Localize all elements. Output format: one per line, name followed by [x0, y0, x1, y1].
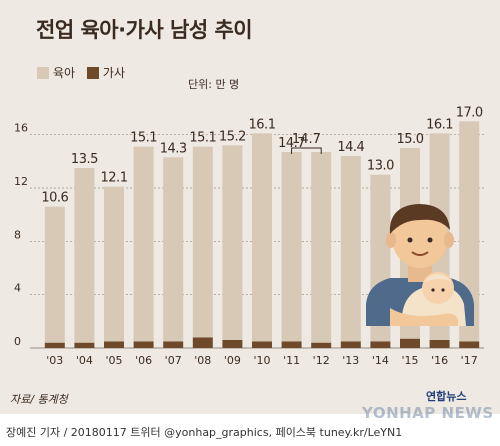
x-tick-label: '15	[401, 354, 418, 367]
bar-housework	[44, 342, 65, 348]
x-tick-label: '08	[194, 354, 211, 367]
x-tick-label: '14	[372, 354, 389, 367]
y-tick-label: 16	[14, 122, 28, 135]
y-tick-label: 4	[14, 282, 21, 295]
bar-total-label: 13.5	[71, 152, 98, 167]
x-tick-label: '09	[224, 354, 241, 367]
bar-childcare	[74, 168, 95, 343]
x-tick-label: '11	[283, 354, 300, 367]
bar-total-label: 12.1	[101, 171, 128, 186]
bar-childcare	[340, 156, 361, 342]
bar-childcare	[281, 152, 302, 342]
bar-total-label: 17.0	[456, 105, 483, 120]
bar-housework	[192, 337, 213, 348]
x-tick-label: '06	[135, 354, 152, 367]
bar-childcare	[192, 146, 213, 338]
bar-housework	[370, 341, 391, 348]
bar-housework	[311, 342, 332, 348]
bar-total-label: 16.1	[426, 117, 453, 132]
x-tick-label: '10	[253, 354, 270, 367]
bar-layer	[44, 121, 480, 348]
x-tick-label: '17	[461, 354, 478, 367]
x-tick-label: '07	[165, 354, 182, 367]
agency-logo: 연합뉴스	[426, 390, 467, 403]
bar-total-label: 14.4	[337, 140, 364, 155]
y-tick-label: 8	[14, 228, 21, 241]
bar-housework	[163, 341, 184, 348]
bar-housework	[340, 341, 361, 348]
y-tick-label: 12	[14, 175, 28, 188]
bar-housework	[133, 341, 154, 348]
bar-childcare	[104, 186, 124, 342]
bar-housework	[74, 342, 95, 348]
bar-childcare	[44, 206, 65, 343]
credit-line: 장예진 기자 / 20180117 트위터 @yonhap_graphics, …	[6, 426, 403, 439]
legend: 육아 가사	[37, 64, 133, 82]
bar-childcare	[222, 145, 243, 340]
label-layer: 10.6 '03 13.5 '04 12.1 '05 15.1 '06 14.3 '07 15.1 '…	[41, 105, 483, 367]
footer-bar	[0, 414, 500, 446]
legend-item-housework: 가사	[86, 64, 126, 81]
watermark: YONHAP NEWS	[362, 404, 494, 422]
bar-total-label: 10.6	[41, 191, 68, 206]
bar-housework	[222, 340, 243, 348]
bar-housework	[400, 338, 420, 348]
source-note: 자료/ 통계청	[10, 393, 68, 406]
father-holding-baby-illustration	[366, 204, 474, 326]
bracket-label: 14.7	[292, 132, 321, 147]
bar-housework	[281, 341, 302, 348]
x-tick-label: '05	[105, 354, 122, 367]
legend-swatch-housework	[86, 66, 99, 79]
bar-total-label: 13.0	[367, 159, 394, 174]
legend-item-childcare: 육아	[37, 64, 75, 81]
bar-housework	[104, 341, 124, 348]
x-tick-label: '04	[76, 354, 93, 367]
x-tick-label: '16	[431, 354, 448, 367]
bar-childcare	[133, 146, 154, 342]
bar-total-label: 15.1	[130, 131, 157, 146]
bar-childcare	[252, 133, 272, 342]
bar-total-label: 14.7	[278, 136, 305, 151]
bar-housework	[429, 340, 450, 348]
bar-childcare	[311, 152, 332, 343]
bar-total-label: 14.3	[160, 141, 187, 156]
bracket-line	[291, 147, 322, 154]
x-tick-label: '03	[46, 354, 63, 367]
bar-total-label: 15.1	[189, 131, 216, 146]
unit-label: 단위: 만 명	[188, 78, 240, 91]
bar-housework	[459, 341, 480, 348]
bar-childcare	[163, 157, 184, 342]
bar-total-label: 15.2	[219, 129, 246, 144]
y-tick-label: 0	[14, 335, 21, 348]
x-tick-label: '12	[313, 354, 330, 367]
legend-label-housework: 가사	[102, 66, 126, 80]
bar-total-label: 16.1	[249, 117, 276, 132]
x-tick-label: '13	[342, 354, 359, 367]
legend-label-childcare: 육아	[53, 66, 76, 80]
legend-swatch-childcare	[37, 66, 49, 79]
bar-housework	[252, 341, 272, 348]
bar-total-label: 15.0	[397, 132, 424, 147]
chart-title: 전업 육아·가사 남성 추이	[36, 18, 253, 42]
